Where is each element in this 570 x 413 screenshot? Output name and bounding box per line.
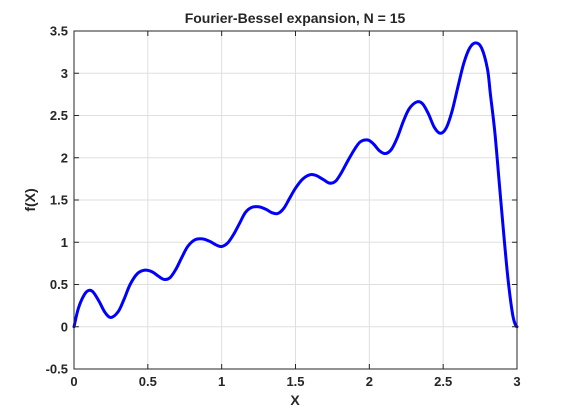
series-line-f-x- xyxy=(72,41,519,329)
y-tick-label: 0.5 xyxy=(50,277,68,292)
axis-ticks: 0 0.5 1 1.5 2 2.5 3-0.500.511.522.533.5 xyxy=(46,24,521,390)
x-tick-label: 2.5 xyxy=(434,374,452,389)
plot-area xyxy=(72,41,519,329)
y-axis-label: f(X) xyxy=(22,188,38,211)
x-tick-label: 1 xyxy=(218,374,225,389)
y-tick-label: -0.5 xyxy=(46,362,68,377)
y-tick-label: 3.5 xyxy=(50,24,68,39)
y-tick-label: 0 xyxy=(61,319,68,334)
x-tick-label: 0.5 xyxy=(139,374,157,389)
x-tick-label: 0 xyxy=(70,374,77,389)
y-tick-label: 1 xyxy=(61,235,68,250)
x-tick-label: 1.5 xyxy=(286,374,304,389)
y-tick-label: 2.5 xyxy=(50,108,68,123)
x-axis-label: X xyxy=(290,392,300,408)
y-tick-label: 2 xyxy=(61,150,68,165)
x-tick-label: 2 xyxy=(366,374,373,389)
y-tick-label: 1.5 xyxy=(50,193,68,208)
y-tick-label: 3 xyxy=(61,66,68,81)
chart-title: Fourier-Bessel expansion, N = 15 xyxy=(185,10,406,26)
x-tick-label: 3 xyxy=(513,374,520,389)
